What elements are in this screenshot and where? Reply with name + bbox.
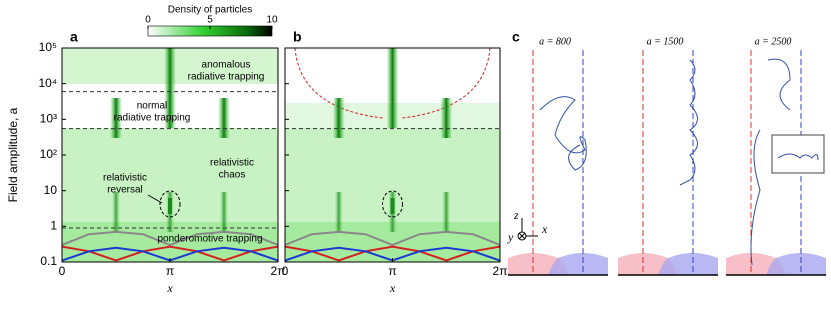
y-tick-label: 10²: [40, 147, 57, 161]
curve: [62, 230, 278, 247]
axis-glyph-label: y: [507, 230, 514, 244]
x-tick-label: 0: [59, 264, 66, 278]
streak: [442, 192, 451, 232]
streak: [218, 98, 230, 138]
x-tick-label: π: [388, 264, 396, 278]
y-axis-label: Field amplitude, a: [6, 107, 20, 202]
streak: [334, 192, 343, 232]
colorbar-tick-label: 10: [266, 15, 278, 26]
x-tick-label: 0: [282, 264, 289, 278]
annotation: anomalous: [202, 60, 251, 71]
subpanel-title: a = 1500: [647, 36, 684, 47]
annotation-arrow: [147, 194, 163, 204]
subpanel-title: a = 2500: [755, 36, 792, 47]
trajectory: [539, 96, 587, 171]
curve: [285, 230, 500, 247]
red-dashed: [294, 48, 491, 119]
x-tick-label: 2π: [271, 264, 286, 278]
trajectory: [750, 58, 791, 266]
y-tick-label: 10⁴: [38, 76, 57, 90]
y-tick-label: 10³: [40, 112, 57, 126]
x-tick-label: π: [166, 264, 174, 278]
inset-trajectory: [777, 153, 819, 161]
x-axis-label: x: [166, 281, 173, 295]
annotation: relativistic: [210, 158, 254, 169]
axis-glyph-label: z: [513, 208, 519, 222]
y-tick-label: 10⁵: [39, 40, 57, 54]
x-tick-label: 2π: [493, 264, 508, 278]
curve: [62, 245, 278, 262]
annotation: reversal: [107, 185, 143, 196]
annotation: normal: [137, 101, 168, 112]
colorbar-tick-label: 0: [145, 15, 151, 26]
annotation: radiative trapping: [114, 113, 191, 124]
colorbar-label: Density of particles: [168, 5, 252, 16]
x-axis-label: x: [389, 281, 396, 295]
streak: [440, 98, 453, 138]
trajectory: [679, 59, 698, 186]
streak: [390, 198, 395, 214]
blue-arch: [658, 253, 718, 275]
streak: [332, 98, 345, 138]
annotation: radiative trapping: [188, 72, 265, 83]
heatmap: [285, 48, 500, 262]
y-tick-label: 1: [50, 219, 57, 233]
blue-arch: [548, 253, 608, 275]
curve: [285, 245, 500, 262]
highlight: [382, 190, 403, 218]
y-tick-label: 0.1: [40, 254, 57, 268]
highlight: [159, 190, 181, 218]
streak: [164, 48, 176, 128]
annotation: chaos: [219, 170, 246, 181]
colorbar-tick-label: 5: [207, 15, 213, 26]
blue-arch: [766, 253, 826, 275]
streak: [110, 98, 122, 138]
streak: [168, 198, 172, 214]
annotation: relativistic: [103, 173, 147, 184]
streak: [386, 48, 399, 128]
inset: [771, 134, 825, 174]
annotation: ponderomotive trapping: [157, 234, 262, 245]
axis-glyph-label: x: [541, 222, 548, 236]
panel-label: c: [512, 29, 520, 45]
streak: [220, 192, 228, 232]
panel-label: a: [70, 29, 78, 45]
axis-glyph-cross: [518, 232, 526, 240]
streak: [112, 192, 120, 232]
y-tick-label: 10: [44, 183, 58, 197]
subpanel-title: a = 800: [539, 36, 571, 47]
panel-label: b: [293, 29, 302, 45]
